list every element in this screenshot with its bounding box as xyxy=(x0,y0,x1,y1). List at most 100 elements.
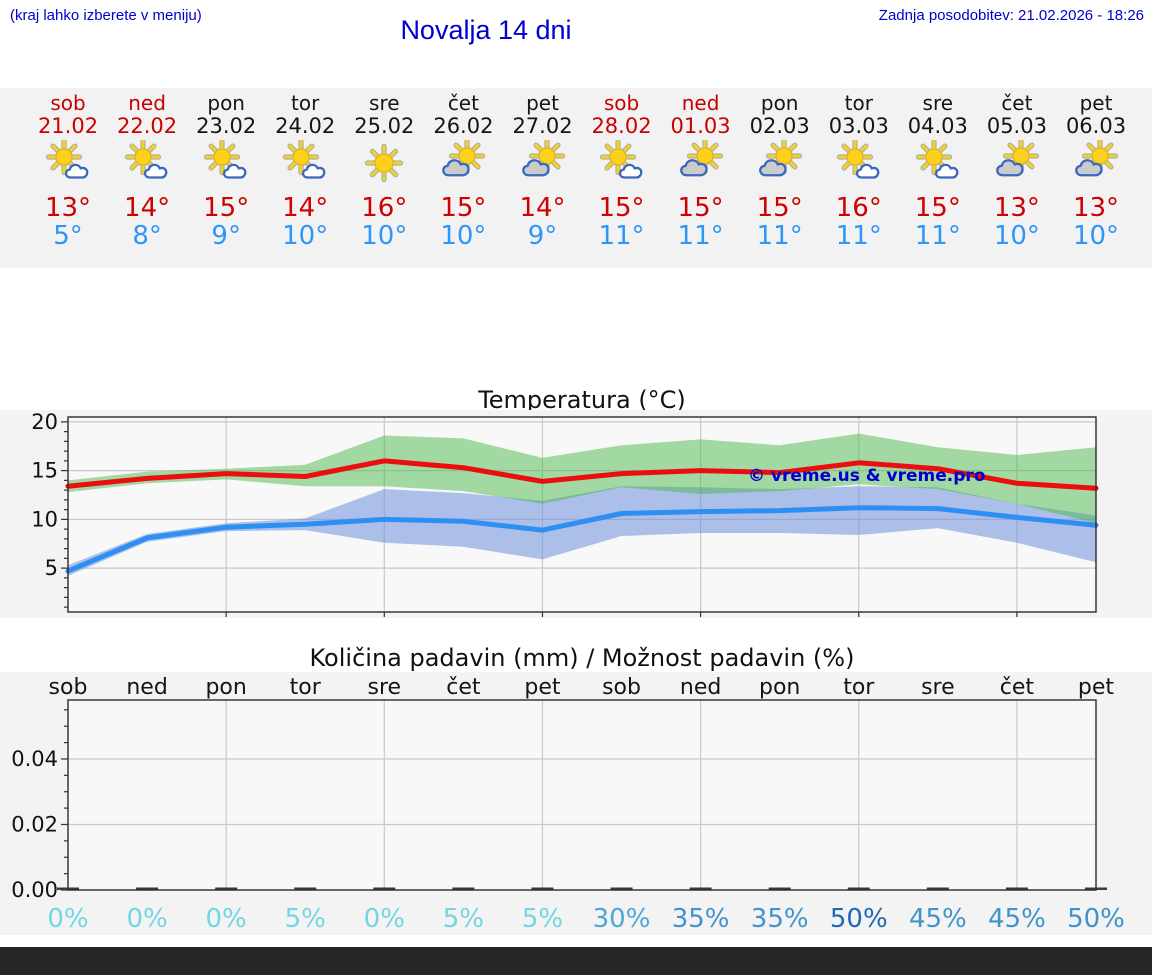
page-title: Novalja 14 dni xyxy=(400,15,572,45)
high-temp: 14° xyxy=(519,193,566,223)
low-temp: 9° xyxy=(527,221,558,251)
chart-day-label: tor xyxy=(843,675,875,700)
day-name: sob xyxy=(603,91,640,115)
high-temp: 13° xyxy=(44,193,92,223)
low-temp: 10° xyxy=(282,221,329,251)
day-date: 01.03 xyxy=(670,114,731,138)
day-date: 21.02 xyxy=(37,114,99,138)
precipitation-chart: 0.00 0.02 0.04 sob ned pon tor sre čet pet sob ned p… xyxy=(0,672,1152,935)
sun-small-cloud-icon xyxy=(898,138,977,188)
precip-probability-label: 0% xyxy=(206,904,247,934)
precip-bar xyxy=(373,887,396,890)
day-name: pet xyxy=(1079,91,1113,115)
precip-probability-label: 50% xyxy=(830,904,888,934)
forecast-day: čet 26.02 15° 10° xyxy=(424,88,503,251)
footer-bar xyxy=(0,947,1152,975)
sun-small-cloud-icon xyxy=(582,138,661,188)
high-temp: 16° xyxy=(835,193,882,223)
day-date: 02.03 xyxy=(749,114,810,138)
precip-bar xyxy=(294,887,317,890)
sun-gray-cloud-icon xyxy=(1057,137,1136,188)
day-name: tor xyxy=(291,91,320,115)
precipitation-chart-title: Količina padavin (mm) / Možnost padavin … xyxy=(309,644,855,672)
chart-day-label: tor xyxy=(290,675,322,700)
high-temp: 15° xyxy=(756,193,803,223)
day-name: ned xyxy=(681,91,720,115)
precip-bar xyxy=(136,887,159,890)
last-updated-label: Zadnja posodobitev: 21.02.2026 - 18:26 xyxy=(878,7,1144,24)
y-tick-label: 0.04 xyxy=(11,747,58,771)
low-temp: 8° xyxy=(132,221,162,251)
forecast-day: sob 28.02 15° 11° xyxy=(582,88,661,251)
chart-day-label: čet xyxy=(446,675,481,700)
chart-day-label: pet xyxy=(524,675,561,700)
day-name: pon xyxy=(760,91,799,115)
high-temp: 15° xyxy=(203,193,250,223)
high-temp: 15° xyxy=(677,193,724,223)
max-temperature-line xyxy=(65,458,1099,491)
sun-gray-cloud-icon xyxy=(740,137,819,188)
day-name: pet xyxy=(526,91,559,115)
day-date: 22.02 xyxy=(117,114,178,138)
day-date: 04.03 xyxy=(907,114,968,138)
chart-day-label: sre xyxy=(921,675,955,700)
min-temperature-line xyxy=(65,505,1099,574)
sun-small-cloud-icon xyxy=(266,138,345,188)
low-temp: 9° xyxy=(211,221,241,251)
chart-day-label: sre xyxy=(368,675,402,700)
temperature-chart: 5 10 15 20 xyxy=(0,410,1152,618)
y-tick-label: 0.00 xyxy=(11,878,58,902)
precip-probability-label: 30% xyxy=(593,904,651,934)
high-temp: 16° xyxy=(361,193,408,223)
forecast-day: sre 25.02 16° 10° xyxy=(345,88,424,251)
temperature-chart-title: Temperatura (°C) xyxy=(478,386,686,414)
precip-bar xyxy=(768,887,791,890)
precip-bar xyxy=(215,887,238,890)
precip-bar xyxy=(689,887,712,890)
precip-bar xyxy=(610,887,633,890)
precip-probability-label: 50% xyxy=(1067,904,1125,934)
chart-day-label: ned xyxy=(126,675,167,700)
day-date: 28.02 xyxy=(591,114,652,138)
chart-day-label: sob xyxy=(602,675,641,700)
sun-gray-cloud-icon xyxy=(977,137,1056,188)
day-date: 24.02 xyxy=(275,114,336,138)
sun-icon xyxy=(345,140,424,188)
forecast-day: čet 05.03 13° 10° xyxy=(977,88,1056,251)
day-date: 03.03 xyxy=(828,114,889,138)
menu-hint: (kraj lahko izberete v meniju) xyxy=(10,7,202,24)
precip-bar xyxy=(847,887,870,890)
forecast-day: ned 01.03 15° 11° xyxy=(661,88,740,251)
day-date: 23.02 xyxy=(196,114,257,138)
day-name: sre xyxy=(922,91,954,115)
sun-gray-cloud-icon xyxy=(424,137,503,188)
chart-day-label: sob xyxy=(49,675,88,700)
precip-bar xyxy=(531,887,554,890)
chart-day-label: čet xyxy=(1000,675,1035,700)
day-date: 27.02 xyxy=(512,114,573,138)
sun-small-cloud-icon xyxy=(108,138,187,188)
high-temp: 14° xyxy=(124,193,171,223)
precip-probability-label: 35% xyxy=(672,904,730,934)
precip-probability-label: 45% xyxy=(988,904,1046,934)
precip-bar xyxy=(1005,887,1028,890)
precip-plot-area xyxy=(68,700,1096,890)
day-name: sob xyxy=(50,91,86,115)
day-date: 06.03 xyxy=(1065,114,1127,138)
day-name: sre xyxy=(369,91,400,115)
precip-probability-label: 0% xyxy=(364,904,405,934)
forecast-day: pet 27.02 14° 9° xyxy=(503,88,582,251)
low-temp: 11° xyxy=(756,221,803,251)
precip-probability-label: 0% xyxy=(126,904,167,934)
forecast-strip: sob 21.02 13° 5° ned 22.02 14° 8° pon 23… xyxy=(0,88,1152,268)
day-date: 25.02 xyxy=(354,114,415,138)
y-tick-label: 15 xyxy=(31,459,58,483)
low-temp: 10° xyxy=(993,221,1040,251)
low-temp: 5° xyxy=(53,221,83,251)
precip-probability-label: 5% xyxy=(443,904,484,934)
precip-bar xyxy=(452,887,475,890)
low-temp: 10° xyxy=(440,221,487,251)
y-tick-label: 0.02 xyxy=(11,812,58,836)
sun-small-cloud-icon xyxy=(819,138,898,188)
chart-day-label: pet xyxy=(1078,675,1115,700)
